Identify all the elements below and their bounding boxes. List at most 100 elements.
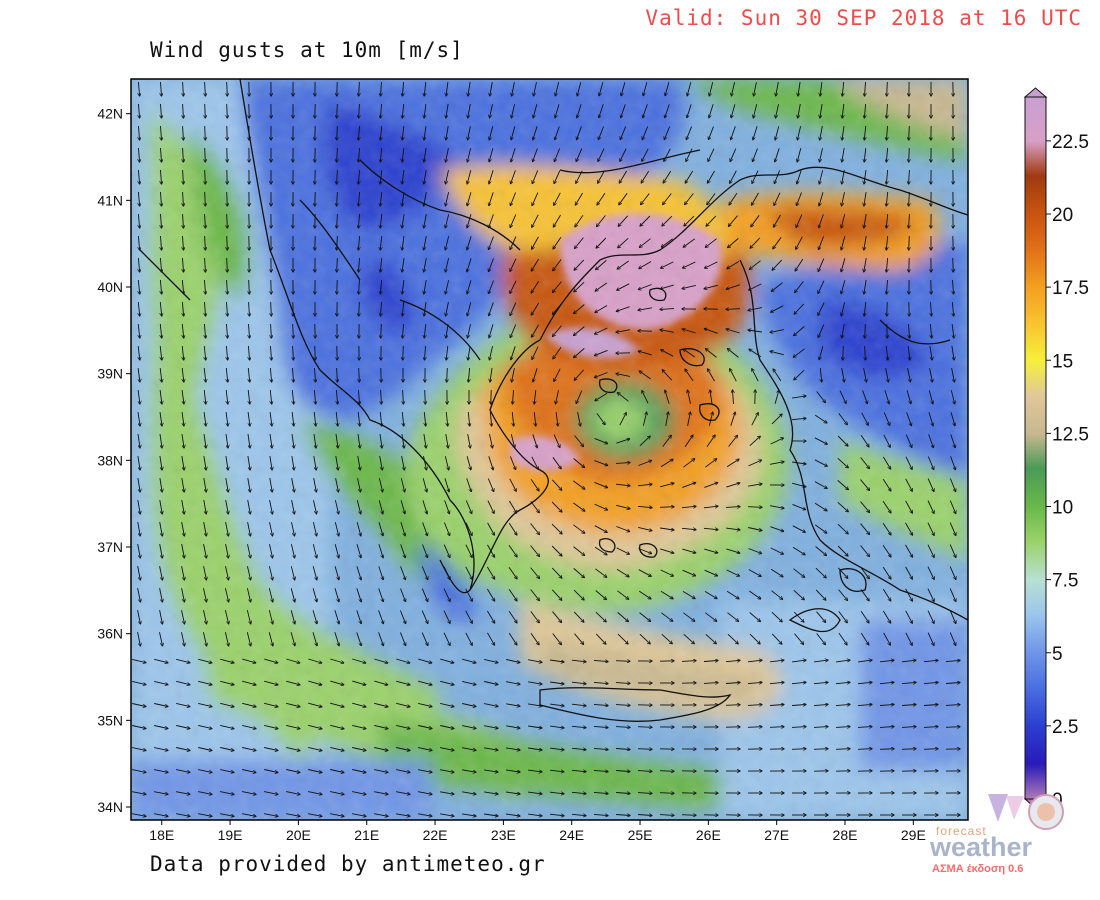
wind-arrow — [820, 82, 823, 96]
wind-arrow — [615, 661, 630, 662]
wind-arrow — [160, 257, 161, 272]
wind-arrow — [446, 411, 447, 426]
wind-arrow — [661, 612, 672, 621]
wind-arrow — [771, 590, 783, 600]
wind-arrow — [555, 82, 560, 96]
wind-arrow — [337, 213, 338, 228]
wind-arrow — [857, 749, 872, 750]
wind-arrow — [620, 148, 627, 162]
wind-arrow — [814, 414, 827, 423]
wind-arrow — [246, 588, 250, 602]
wind-arrow — [770, 351, 784, 356]
wind-arrow — [573, 480, 584, 489]
colorbar-label: 10 — [1052, 498, 1073, 519]
wind-arrow — [882, 566, 891, 579]
lon-label: 27E — [764, 827, 789, 843]
valid-time-label: Valid: Sun 30 SEP 2018 at 16 UTC — [645, 6, 1082, 30]
wind-arrow — [860, 523, 870, 535]
wind-arrow — [792, 461, 806, 464]
wind-arrow — [154, 658, 168, 662]
wind-arrow — [775, 148, 780, 161]
wind-arrow — [374, 724, 388, 728]
wind-arrow — [242, 680, 256, 685]
wind-arrow — [161, 147, 162, 162]
wind-arrow — [176, 702, 190, 706]
wind-arrow — [818, 258, 825, 272]
wind-arrow — [227, 81, 228, 96]
wind-arrow — [909, 191, 910, 206]
wind-arrow — [681, 528, 696, 529]
wind-arrow — [181, 434, 184, 448]
wind-arrow — [400, 544, 406, 557]
wind-arrow — [181, 632, 185, 646]
wind-arrow — [616, 374, 630, 377]
wind-arrow — [886, 345, 888, 360]
wind-arrow — [510, 214, 517, 228]
wind-arrow — [159, 610, 163, 624]
wind-arrow — [621, 82, 626, 95]
wind-arrow — [378, 566, 383, 579]
wind-arrow — [510, 236, 517, 250]
wind-arrow — [161, 213, 162, 228]
wind-arrow — [637, 506, 652, 507]
wind-arrow — [352, 680, 365, 685]
wind-arrow — [487, 478, 493, 492]
wind-arrow — [227, 235, 228, 250]
wind-arrow — [467, 302, 472, 316]
wind-arrow — [906, 390, 911, 403]
wind-arrow — [659, 771, 674, 772]
wind-arrow — [842, 103, 844, 118]
wind-arrow — [356, 588, 361, 601]
wind-arrow — [247, 412, 250, 426]
wind-arrow — [792, 660, 806, 663]
wind-arrow — [616, 568, 629, 576]
wind-arrow — [929, 368, 933, 382]
wind-arrow — [571, 704, 586, 706]
wind-arrow — [774, 390, 779, 404]
wind-arrow — [797, 148, 802, 162]
wind-arrow — [330, 746, 344, 750]
wind-arrow — [424, 302, 427, 316]
wind-arrow — [798, 104, 801, 118]
wind-arrow — [665, 104, 670, 117]
wind-arrow — [616, 439, 629, 444]
wind-arrow — [552, 457, 561, 468]
wind-arrow — [596, 413, 605, 424]
wind-arrow — [927, 456, 933, 470]
wind-arrow — [425, 345, 426, 360]
wind-arrow — [773, 369, 782, 382]
wind-arrow — [181, 456, 184, 470]
wind-arrow — [330, 658, 343, 663]
wind-arrow — [380, 125, 381, 140]
wind-arrow — [292, 412, 294, 426]
wind-arrow — [446, 104, 449, 118]
wind-arrow — [953, 257, 954, 272]
wind-arrow — [308, 658, 321, 663]
wind-arrow — [598, 170, 605, 183]
wind-arrow — [247, 522, 251, 536]
wind-arrow — [574, 435, 584, 447]
wind-arrow — [661, 633, 672, 643]
wind-arrow — [927, 544, 934, 558]
wind-arrow — [860, 434, 869, 447]
wind-arrow — [595, 568, 606, 577]
wind-arrow — [857, 682, 872, 683]
wind-arrow — [312, 632, 317, 645]
wind-arrow — [358, 235, 359, 250]
wind-arrow — [356, 632, 362, 645]
wind-arrow — [159, 390, 162, 404]
wind-arrow — [574, 326, 585, 336]
wind-arrow — [160, 301, 161, 316]
wind-arrow — [660, 459, 673, 468]
wind-arrow — [620, 126, 627, 140]
lat-label: 40N — [97, 279, 123, 295]
wind-arrow — [555, 104, 560, 117]
colorbar-bar — [1024, 96, 1047, 800]
wind-arrow — [402, 81, 403, 96]
wind-arrow — [137, 368, 140, 382]
wind-arrow — [468, 367, 469, 382]
wind-arrow — [468, 104, 471, 118]
wind-arrow — [445, 258, 450, 272]
wind-arrow — [907, 346, 910, 360]
